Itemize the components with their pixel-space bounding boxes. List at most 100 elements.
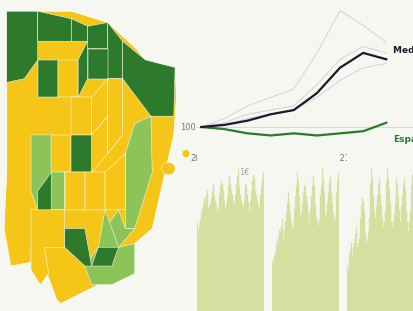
Bar: [238, 181, 239, 311]
Bar: [303, 186, 304, 311]
Bar: [357, 244, 358, 311]
Bar: [354, 234, 355, 311]
Bar: [407, 230, 408, 311]
Bar: [302, 193, 303, 311]
Bar: [286, 203, 287, 311]
Polygon shape: [122, 41, 175, 116]
Bar: [255, 191, 256, 311]
Bar: [261, 178, 262, 311]
Bar: [400, 218, 401, 311]
Bar: [369, 202, 370, 311]
Bar: [392, 222, 393, 311]
Bar: [248, 212, 249, 311]
Bar: [202, 215, 203, 311]
Bar: [212, 183, 213, 311]
Bar: [222, 191, 223, 311]
Bar: [367, 230, 368, 311]
Bar: [384, 211, 385, 311]
Polygon shape: [31, 236, 48, 274]
Bar: [382, 227, 383, 311]
Bar: [207, 212, 208, 311]
Ellipse shape: [161, 162, 175, 175]
Bar: [346, 266, 347, 311]
Bar: [271, 261, 272, 311]
Bar: [315, 206, 316, 311]
Bar: [288, 196, 289, 311]
Bar: [274, 256, 275, 311]
Text: España: España: [392, 135, 413, 144]
Bar: [327, 193, 328, 311]
Bar: [295, 186, 296, 311]
Bar: [331, 203, 332, 311]
Bar: [229, 176, 230, 311]
Polygon shape: [85, 210, 134, 285]
Polygon shape: [4, 11, 176, 304]
Bar: [411, 174, 412, 311]
Bar: [349, 250, 350, 311]
Bar: [282, 239, 283, 311]
Bar: [259, 203, 260, 311]
Bar: [292, 226, 293, 311]
Bar: [258, 209, 259, 311]
Bar: [291, 230, 292, 311]
Text: 1€: 1€: [238, 168, 249, 177]
Bar: [386, 169, 387, 311]
Bar: [298, 196, 299, 311]
Bar: [244, 191, 245, 311]
Bar: [227, 186, 228, 311]
Bar: [361, 198, 362, 311]
Bar: [252, 175, 253, 311]
Bar: [353, 239, 354, 311]
Bar: [307, 213, 308, 311]
Bar: [239, 186, 240, 311]
Bar: [352, 247, 353, 311]
Bar: [213, 186, 214, 311]
Polygon shape: [64, 172, 85, 210]
Bar: [217, 209, 218, 311]
Bar: [233, 209, 234, 311]
Bar: [281, 219, 282, 311]
Bar: [216, 212, 217, 311]
Polygon shape: [51, 135, 71, 172]
Bar: [215, 201, 216, 311]
Bar: [391, 227, 392, 311]
Bar: [231, 195, 232, 311]
Bar: [273, 258, 274, 311]
Polygon shape: [91, 79, 107, 135]
Bar: [376, 195, 377, 311]
Polygon shape: [31, 135, 64, 210]
Polygon shape: [88, 49, 107, 79]
Bar: [365, 234, 366, 311]
Bar: [305, 186, 306, 311]
Bar: [405, 202, 406, 311]
Bar: [199, 219, 200, 311]
Bar: [280, 226, 281, 311]
Bar: [320, 186, 321, 311]
Bar: [276, 239, 277, 311]
Polygon shape: [105, 154, 125, 210]
Polygon shape: [38, 60, 58, 97]
Bar: [241, 201, 242, 311]
Polygon shape: [85, 172, 105, 210]
Bar: [322, 180, 323, 311]
Bar: [326, 203, 327, 311]
Bar: [304, 180, 305, 311]
Bar: [389, 211, 390, 311]
Bar: [211, 191, 212, 311]
Bar: [333, 222, 334, 311]
Bar: [355, 227, 356, 311]
Bar: [373, 211, 374, 311]
Bar: [214, 195, 215, 311]
Bar: [294, 196, 295, 311]
Bar: [285, 213, 286, 311]
Bar: [337, 173, 338, 311]
Bar: [350, 244, 351, 311]
Polygon shape: [64, 229, 91, 266]
Bar: [287, 193, 288, 311]
Polygon shape: [58, 60, 78, 97]
Bar: [316, 222, 317, 311]
Bar: [358, 230, 359, 311]
Bar: [404, 190, 405, 311]
Bar: [219, 195, 220, 311]
Polygon shape: [105, 210, 134, 247]
